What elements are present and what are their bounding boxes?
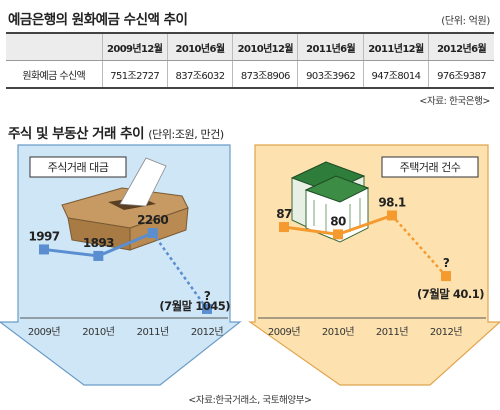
deposit-value-cell: 751조2727 — [101, 60, 168, 89]
deposit-value-cell: 873조8906 — [232, 60, 298, 89]
deposit-title: 예금은행의 원화예금 수신액 추이 — [8, 12, 188, 28]
series-line-segment — [43, 247, 99, 258]
trend-source: <자료:한국거래소, 국토해양부> — [188, 395, 312, 406]
series-line-segment — [283, 225, 339, 236]
housing-panel-title-box — [381, 156, 479, 178]
data-label: 98.1 — [378, 195, 405, 209]
x-tick-label: 2011년 — [137, 326, 169, 338]
deposit-value-cell: 903조3962 — [297, 60, 364, 89]
deposit-value-cell: 947조8014 — [362, 60, 429, 89]
housing-panel-title: 주택거래 건수 — [400, 161, 461, 174]
data-point — [387, 210, 397, 221]
data-label: ? — [204, 289, 211, 303]
stock-annotation: (7월말 1045) — [159, 299, 230, 313]
deposit-source: <자료: 한국은행> — [419, 96, 490, 107]
stock-panel-title-box — [29, 156, 127, 178]
housing-panel-background — [248, 144, 500, 386]
data-point — [147, 228, 158, 238]
apartment-illustration — [290, 161, 370, 243]
data-label: 1997 — [29, 229, 60, 243]
x-tick-label: 2009년 — [268, 326, 300, 338]
deposit-col-header: 2009년12월 — [101, 32, 168, 61]
projected-line-segment — [391, 214, 447, 277]
x-tick-label: 2012년 — [191, 326, 223, 338]
stock-chart: 1997 2009년 1893 2010년 2260 2011년? 2012년 — [28, 213, 224, 338]
stock-panel-background — [0, 144, 242, 386]
data-label: 1893 — [83, 236, 114, 250]
series-line-segment — [97, 231, 154, 258]
deposit-col-header: 2010년12월 — [232, 32, 298, 61]
data-label: 87 — [276, 207, 292, 221]
deposit-value-row: 원화예금 수신액 751조2727 837조6032 873조8906 903조… — [6, 60, 494, 89]
x-tick-label: 2010년 — [82, 326, 114, 338]
trend-unit: (단위:조원, 만건) — [148, 128, 224, 141]
x-tick-label: 2010년 — [322, 326, 354, 338]
deposit-col-header: 2010년6월 — [166, 32, 233, 61]
x-tick-label: 2009년 — [28, 326, 60, 338]
housing-chart: 87 2009년 80 2010년 98.1 2011년? 2012년 — [268, 195, 463, 338]
data-point — [39, 244, 49, 255]
deposit-value-cell: 837조6032 — [166, 60, 233, 89]
trend-title: 주식 및 부동산 거래 추이 (단위:조원, 만건) — [8, 122, 224, 142]
trend-title-text: 주식 및 부동산 거래 추이 — [8, 126, 145, 142]
housing-annotation: (7월말 40.1) — [417, 287, 484, 301]
deposit-value-cell: 976조9387 — [428, 60, 494, 89]
trading-box-illustration — [61, 157, 189, 251]
data-point — [441, 271, 451, 282]
series-line-segment — [337, 214, 393, 236]
deposit-col-header: 2011년6월 — [297, 32, 364, 61]
deposit-header-row: 2009년12월 2010년6월 2010년12월 2011년6월 2011년1… — [6, 32, 494, 61]
deposit-row-label: 원화예금 수신액 — [6, 60, 102, 89]
deposit-col-header: 2011년12월 — [362, 32, 429, 61]
data-point — [333, 229, 343, 240]
data-point — [279, 222, 289, 233]
x-tick-label: 2012년 — [430, 326, 462, 338]
stock-panel-title: 주식거래 대금 — [48, 161, 109, 174]
data-label: 2260 — [137, 213, 168, 227]
data-point — [202, 303, 212, 314]
data-label: ? — [443, 256, 450, 270]
data-point — [93, 250, 104, 261]
data-label: 80 — [330, 214, 346, 228]
deposit-unit: (단위: 억원) — [441, 16, 490, 27]
x-tick-label: 2011년 — [376, 326, 408, 338]
deposit-col-header: 2012년6월 — [428, 32, 494, 61]
deposit-table: 2009년12월 2010년6월 2010년12월 2011년6월 2011년1… — [6, 32, 494, 89]
